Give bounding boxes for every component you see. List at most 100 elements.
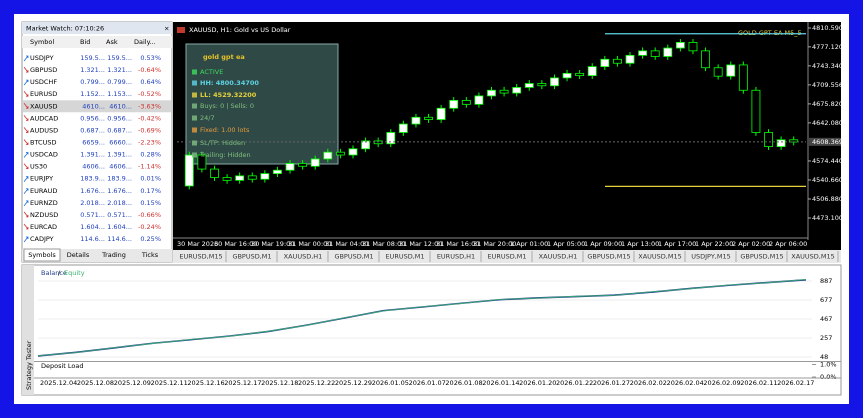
- time-label: 1 Apr 17:00: [658, 240, 696, 248]
- candle-body: [298, 163, 308, 167]
- tab[interactable]: Ticks: [141, 251, 159, 259]
- symbol-tab[interactable]: XAUUSD,H1: [284, 253, 323, 261]
- symbol[interactable]: AUDCAD: [30, 114, 58, 122]
- time-label: 31 Mar 00:00: [288, 240, 331, 248]
- candle-body: [487, 89, 496, 97]
- symbol[interactable]: NZDUSD: [30, 211, 58, 219]
- candle-body: [461, 99, 471, 105]
- ea-panel-line: SL/TP: Hidden: [200, 139, 245, 147]
- ea-panel-line: Buys: 0 | Sells: 0: [200, 102, 254, 110]
- market-watch-title: Market Watch: 07:10:26: [26, 25, 104, 33]
- date-label: 2025.12.08: [77, 379, 114, 387]
- y-tick-label: 257: [820, 334, 832, 342]
- ea-panel-line: HH: 4800.34700: [200, 79, 259, 87]
- market-watch-panel: [21, 21, 173, 263]
- symbol-tab[interactable]: EURUSD,M1: [487, 253, 526, 261]
- daily-change: 0.64%: [140, 78, 161, 86]
- bid: 183.9...: [80, 175, 105, 183]
- symbol-tab[interactable]: GBPUSD,M1: [334, 253, 373, 261]
- column-header: [22, 36, 172, 48]
- ask: 0.571...: [107, 211, 132, 219]
- ea-panel-line: ACTIVE: [200, 68, 223, 76]
- candle-body: [663, 47, 673, 57]
- symbol[interactable]: AUDUSD: [30, 126, 58, 134]
- daily-change: -0.24%: [138, 223, 161, 231]
- candle-body: [247, 175, 257, 180]
- date-label: 2025.12.18: [261, 379, 298, 387]
- tab[interactable]: Trading: [101, 251, 126, 259]
- ea-panel-line: Trailing: Hidden: [199, 151, 251, 159]
- ask: 6660...: [109, 138, 132, 146]
- symbol-tab[interactable]: GBPUSD,M15: [587, 253, 630, 261]
- bid: 0.687...: [80, 126, 105, 134]
- active-tab: [23, 248, 61, 262]
- daily-change: 0.01%: [140, 175, 161, 183]
- price-tick-label: 4709.556: [812, 81, 843, 89]
- bid: 4610...: [82, 102, 105, 110]
- tab[interactable]: Symbols: [28, 251, 56, 259]
- symbol[interactable]: XAUUSD: [30, 102, 58, 110]
- candle-body: [625, 54, 635, 64]
- symbol-tab[interactable]: XAUUSD,M15: [791, 253, 835, 261]
- trend-arrow: [23, 115, 29, 121]
- series-line: [37, 279, 807, 357]
- close-button[interactable]: ×: [164, 25, 169, 33]
- symbol-tab[interactable]: USDJPY,M15: [691, 253, 731, 261]
- symbol-tab[interactable]: GBPUSD,M1: [232, 253, 271, 261]
- date-label: 2025.12.29: [335, 379, 372, 387]
- candle-body: [386, 132, 396, 145]
- candle-body: [751, 89, 761, 133]
- symbol[interactable]: GBPUSD: [30, 66, 57, 74]
- candle-body: [361, 140, 371, 150]
- symbol[interactable]: EURJPY: [30, 175, 53, 183]
- symbol-tab[interactable]: EURUSD,M1: [385, 253, 424, 261]
- candle-body: [285, 163, 295, 171]
- symbol-tab[interactable]: GBPUSD,M15: [740, 253, 783, 261]
- candle-body: [600, 58, 610, 68]
- symbol[interactable]: EURAUD: [30, 187, 57, 195]
- time-label: 1 Apr 01:00: [510, 240, 548, 248]
- candle-body: [776, 139, 786, 147]
- symbol[interactable]: US30: [30, 163, 47, 171]
- trend-arrow: [23, 223, 29, 230]
- symbol[interactable]: USDCHF: [30, 78, 57, 86]
- symbol-tab[interactable]: XAUUSD,M15: [638, 253, 682, 261]
- symbol[interactable]: USDJPY: [30, 54, 54, 62]
- time-label: 31 Mar 12:00: [399, 240, 442, 248]
- date-label: 2026.01.07: [409, 379, 446, 387]
- symbol[interactable]: EURNZD: [30, 199, 58, 207]
- deposit-tick-label: 0.0%: [820, 373, 837, 381]
- daily-change: -1.14%: [138, 163, 161, 171]
- candle-body: [562, 72, 572, 79]
- deposit-load-label: Deposit Load: [41, 362, 84, 370]
- trend-arrow: [23, 55, 29, 62]
- symbol-tab[interactable]: EURUSD,M15: [179, 253, 222, 261]
- current-price-box: [809, 137, 841, 146]
- symbol[interactable]: USDCAD: [30, 151, 58, 159]
- time-label: 1 Apr 13:00: [621, 240, 659, 248]
- ea-panel-line: 24/7: [200, 114, 215, 122]
- ask: 1.153...: [107, 90, 132, 98]
- trend-arrow: [23, 188, 29, 195]
- trend-arrow: [23, 103, 29, 109]
- symbol[interactable]: BTCUSD: [30, 138, 56, 146]
- ea-panel-line: LL: 4529.32200: [200, 91, 257, 99]
- candle-body: [197, 154, 207, 170]
- tab[interactable]: Details: [67, 251, 90, 259]
- bid: 1.321...: [80, 66, 105, 74]
- candle-body: [524, 83, 534, 88]
- symbol[interactable]: CADJPY: [30, 235, 54, 243]
- symbol[interactable]: EURCAD: [30, 223, 57, 231]
- candle-body: [537, 83, 547, 87]
- symbol[interactable]: EURUSD: [30, 90, 57, 98]
- ea-icon: [192, 80, 197, 86]
- time-label: 31 Mar 04:00: [325, 240, 368, 248]
- date-label: 2025.12.09: [114, 379, 151, 387]
- ask: 0.956...: [107, 114, 132, 122]
- price-tick-label: 4506.880: [812, 195, 843, 203]
- candle-body: [323, 151, 333, 160]
- symbol-tab[interactable]: EURUSD,H1: [437, 253, 475, 261]
- symbol-tab[interactable]: XAUUSD,H1: [539, 253, 578, 261]
